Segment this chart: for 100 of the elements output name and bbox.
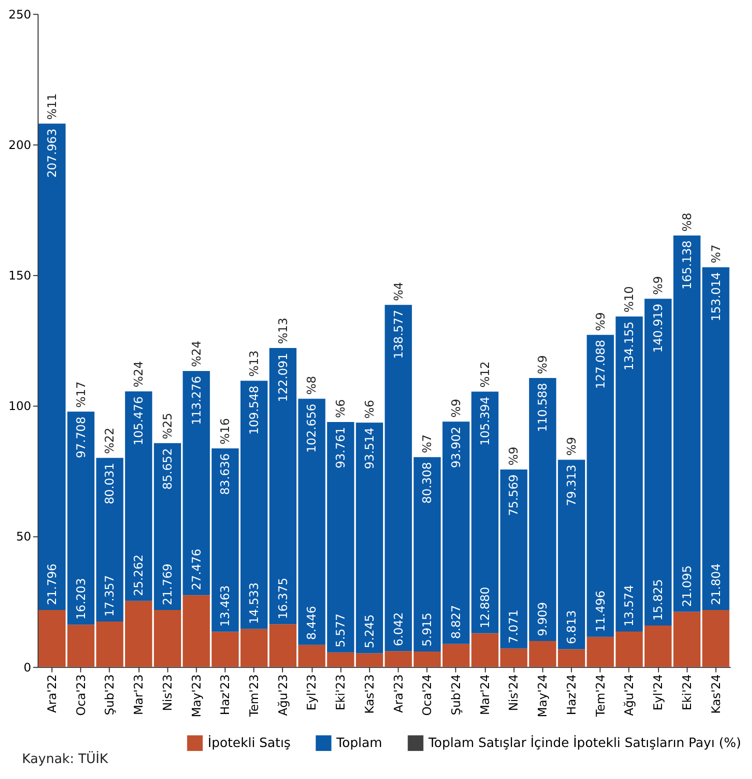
- total-label: 75.569: [506, 474, 521, 516]
- x-tick-label: Haz'23: [218, 674, 232, 716]
- data-label: 15.825: [651, 579, 666, 621]
- total-label: 140.919: [651, 304, 666, 353]
- annotation: %10: [622, 286, 636, 312]
- total-label: 153.014: [708, 272, 723, 322]
- annotation: %9: [449, 398, 464, 418]
- text: Kaynak: TÜİK: [22, 752, 108, 767]
- x-tick-label: Tem'23: [247, 674, 262, 718]
- x-tick-label: Nis'23: [160, 674, 174, 712]
- data-label: 9.909: [536, 602, 550, 636]
- total-label: 113.276: [189, 376, 204, 425]
- total-label: 105.394: [478, 396, 492, 446]
- x-tick-label: Eyl'23: [304, 674, 319, 710]
- bar: [38, 610, 66, 667]
- bar: [356, 422, 384, 654]
- x-tick-label: Haz'24: [564, 674, 578, 716]
- annotation: %17: [74, 381, 88, 408]
- x-tick-label: Oca'24: [420, 674, 434, 716]
- annotation: %6: [362, 400, 376, 419]
- x-tick-label: Ağu'23: [276, 674, 290, 716]
- data-label: 8.827: [449, 604, 464, 639]
- data-label: 21.796: [44, 564, 59, 606]
- annotation: %7: [420, 434, 434, 454]
- total-label: 207.963: [44, 128, 59, 178]
- annotation: %13: [276, 318, 290, 344]
- annotation: %12: [478, 361, 492, 388]
- x-tick-label: Ara'23: [391, 674, 406, 713]
- annotation: %9: [564, 436, 578, 456]
- total-label: 138.577: [391, 310, 406, 359]
- x-tick-label: Şub'23: [102, 674, 117, 716]
- x-tick-label: Kas'23: [362, 674, 376, 714]
- x-tick-label: Oca'23: [74, 674, 88, 716]
- x-tick-label: Mar'23: [132, 674, 146, 716]
- x-tick-label: Tem'24: [593, 674, 608, 718]
- bar: [154, 443, 182, 610]
- annotation: %9: [651, 276, 666, 295]
- total-label: 93.902: [449, 426, 464, 468]
- y-tick-label: 250: [8, 7, 32, 22]
- annotation: %7: [708, 244, 723, 264]
- data-label: 25.262: [132, 554, 146, 596]
- data-label: 21.769: [160, 564, 174, 606]
- annotation: %8: [304, 376, 319, 395]
- total-label: 122.091: [276, 352, 290, 402]
- total-label: 80.031: [102, 462, 117, 504]
- annotation: %6: [334, 399, 348, 418]
- total-label: 85.652: [160, 448, 174, 490]
- annotation: %11: [44, 93, 59, 120]
- total-label: 79.313: [564, 464, 578, 506]
- y-tick-label: 50: [16, 530, 32, 544]
- annotation: %8: [680, 212, 694, 232]
- total-label: 134.155: [622, 321, 636, 370]
- x-tick-label: Ara'22: [44, 674, 59, 713]
- data-label: 16.203: [74, 578, 88, 620]
- x-tick-label: May'23: [189, 674, 204, 718]
- bar: [558, 460, 586, 650]
- x-tick-label: Kas'24: [708, 674, 723, 714]
- x-tick-label: Mar'24: [478, 674, 492, 716]
- total-label: 80.308: [420, 462, 434, 504]
- data-label: 8.446: [304, 606, 319, 640]
- y-tick-label: 150: [8, 268, 32, 283]
- data-label: 5.577: [334, 613, 348, 648]
- total-label: 105.476: [132, 396, 146, 446]
- data-label: 11.496: [593, 590, 608, 632]
- data-label: 6.042: [391, 612, 406, 646]
- data-label: 5.245: [362, 614, 376, 648]
- x-tick-label: Ağu'24: [622, 674, 636, 716]
- total-label: 93.514: [362, 428, 376, 470]
- annotation: %9: [536, 355, 550, 374]
- x-tick-label: Nis'24: [506, 674, 521, 712]
- x-tick-label: Şub'24: [449, 674, 464, 716]
- data-label: 7.071: [506, 610, 521, 644]
- total-label: 93.761: [334, 426, 348, 468]
- data-label: 16.375: [276, 578, 290, 620]
- y-tick-label: 200: [8, 138, 32, 152]
- total-label: 109.548: [247, 386, 262, 435]
- x-tick-label: Eki'23: [334, 674, 348, 710]
- annotation: %9: [506, 446, 521, 466]
- data-label: 14.533: [247, 582, 262, 624]
- annotation: %22: [102, 428, 117, 454]
- total-label: 127.088: [593, 340, 608, 389]
- annotation: %13: [247, 350, 262, 377]
- data-label: 21.095: [680, 565, 694, 607]
- legend-label: Toplam: [335, 736, 382, 752]
- bar: [558, 649, 586, 667]
- y-tick-label: 0: [24, 660, 32, 674]
- data-label: 17.357: [102, 575, 117, 617]
- legend-label: Toplam Satışlar İçinde İpotekli Satışların Payı (%): [427, 735, 742, 752]
- total-label: 83.636: [218, 453, 232, 495]
- annotation: %25: [160, 412, 174, 440]
- annotation: %16: [218, 418, 232, 444]
- data-label: 27.476: [189, 548, 204, 590]
- bar: [154, 610, 182, 667]
- y-tick-label: 100: [8, 399, 32, 414]
- annotation: %24: [189, 340, 204, 368]
- data-label: 13.574: [622, 584, 636, 626]
- x-tick-label: Eki'24: [680, 674, 694, 710]
- annotation: %24: [132, 361, 146, 388]
- data-label: 12.880: [478, 586, 492, 628]
- legend-label: İpotekli Satış: [208, 735, 291, 752]
